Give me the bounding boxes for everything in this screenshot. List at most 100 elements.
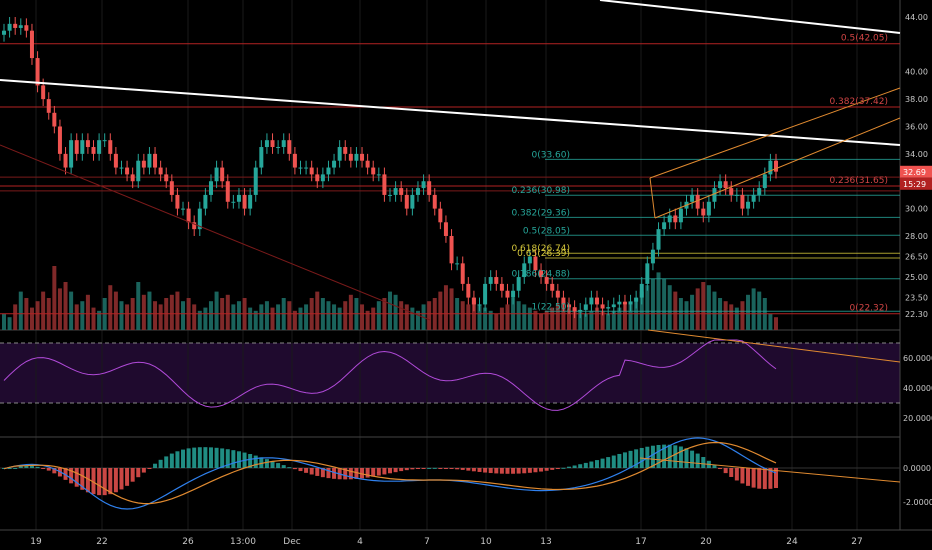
macd-histogram-bar	[606, 457, 611, 468]
volume-bar	[667, 285, 672, 330]
candle-body	[701, 208, 706, 216]
volume-bar	[214, 291, 219, 330]
orange-channel-line	[649, 87, 901, 179]
rsi-tick-label: 60.0000	[903, 354, 932, 363]
candle-body	[634, 297, 639, 302]
macd-histogram-bar	[751, 468, 756, 488]
candle-body	[332, 160, 337, 168]
macd-histogram-bar	[315, 468, 320, 476]
candle-body	[432, 194, 437, 209]
macd-trendline	[639, 457, 901, 483]
candle-body	[158, 167, 163, 175]
candle-body	[622, 301, 627, 305]
trend-lines	[0, 0, 901, 321]
candle-body	[119, 167, 124, 169]
price-tick-label: 26.50	[905, 253, 928, 262]
volume-bar	[734, 307, 739, 330]
candle-body	[281, 140, 286, 148]
volume-bar	[706, 285, 711, 330]
candles	[2, 17, 778, 319]
volume-bar	[52, 266, 57, 330]
volume-bar	[147, 291, 152, 330]
countdown-tag	[900, 177, 932, 190]
candle-body	[141, 160, 146, 168]
volume-bar	[85, 294, 90, 330]
candle-body	[678, 208, 683, 223]
candle-body	[130, 174, 135, 182]
volume-bar	[13, 304, 18, 330]
volume-bar	[337, 307, 342, 330]
candle-body	[214, 167, 219, 182]
macd-histogram-bar	[443, 468, 448, 469]
volume-bar	[35, 301, 40, 330]
x-tick-label: 22	[96, 537, 107, 547]
candle-body	[762, 174, 767, 189]
candle-body	[511, 290, 516, 298]
macd-histogram-bar	[499, 468, 504, 474]
macd-histogram-bar	[483, 468, 488, 473]
candle-body	[304, 167, 309, 169]
candle-body	[583, 304, 588, 310]
macd-histogram-bar	[13, 468, 18, 469]
macd-histogram-bar	[734, 468, 739, 481]
macd-histogram-bar	[589, 461, 594, 468]
volume-bar	[276, 304, 281, 330]
volume-bar	[589, 310, 594, 330]
macd-histogram-bar	[550, 468, 555, 470]
volume-bar	[522, 304, 527, 330]
macd-histogram-bar	[516, 468, 521, 474]
volume-bar	[248, 307, 253, 330]
candle-body	[388, 194, 392, 196]
fib-inner-label: 0.236(30.98)	[511, 186, 570, 196]
macd-histogram-bar	[130, 468, 135, 482]
macd-histogram-bar	[214, 447, 219, 468]
candle-body	[35, 58, 40, 86]
macd-histogram-bar	[147, 468, 152, 469]
macd-histogram-bar	[69, 468, 74, 484]
candle-body	[589, 297, 594, 305]
volume-bar	[645, 285, 650, 330]
volume-bar	[326, 301, 331, 330]
candle-body	[242, 194, 247, 209]
volume-bar	[192, 304, 197, 330]
macd-histogram-bar	[774, 468, 778, 489]
candle-body	[555, 290, 560, 298]
volume-bar	[315, 291, 320, 330]
macd-line	[3, 437, 777, 510]
volume-bar	[236, 301, 241, 330]
volume-bar	[466, 304, 471, 330]
macd-pane	[0, 437, 901, 510]
candle-body	[460, 263, 465, 284]
fib-right-label: 0.236(31.65)	[829, 176, 888, 186]
volume-bar	[460, 301, 465, 330]
x-tick-label: 17	[635, 537, 646, 547]
candle-body	[723, 181, 728, 189]
macd-histogram-bar	[634, 449, 639, 468]
volume-bar	[231, 304, 236, 330]
macd-histogram-bar	[527, 468, 532, 473]
price-tick-label: 23.50	[905, 294, 928, 303]
candle-body	[617, 301, 622, 305]
macd-histogram-bar	[404, 468, 409, 471]
macd-histogram-bar	[673, 445, 678, 468]
macd-histogram-bar	[208, 447, 213, 468]
price-tick-label: 36.00	[905, 122, 928, 131]
macd-histogram-bar	[292, 468, 297, 470]
volume-bar	[438, 291, 443, 330]
candle-body	[656, 229, 661, 250]
volume-bar	[555, 304, 560, 330]
volume-bar	[108, 285, 113, 330]
volume-bar	[583, 314, 588, 330]
candle-body	[113, 153, 118, 168]
volume-bar	[606, 314, 611, 330]
macd-histogram-bar	[24, 465, 29, 468]
macd-histogram-bar	[52, 468, 57, 474]
macd-histogram-bar	[617, 453, 622, 468]
volume-bar	[388, 291, 392, 330]
macd-histogram-bar	[231, 450, 236, 468]
volume-bar	[594, 307, 599, 330]
x-tick-label: 4	[357, 537, 363, 547]
macd-histogram-bar	[309, 468, 314, 475]
candle-body	[253, 167, 258, 195]
volume-bar	[656, 272, 661, 330]
